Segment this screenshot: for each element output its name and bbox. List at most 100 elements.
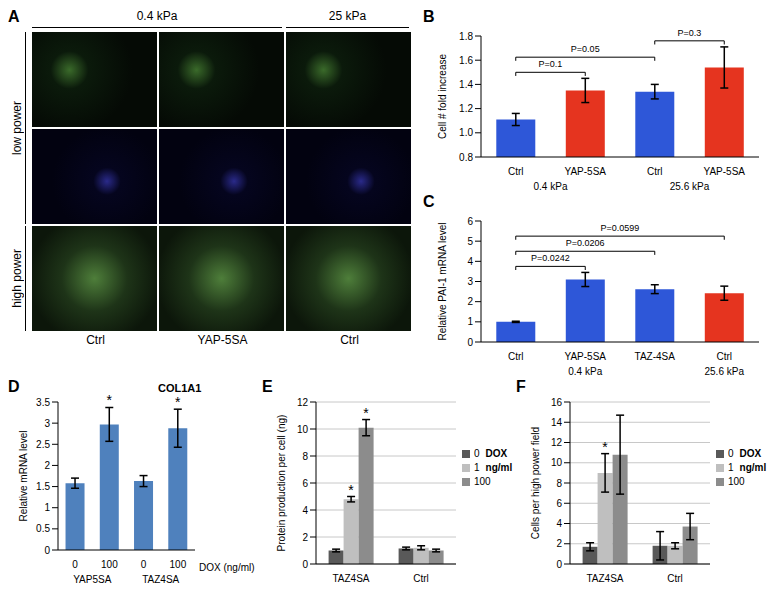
svg-text:12: 12 (297, 397, 309, 408)
html-text:C: C (423, 193, 435, 210)
svg-text:1.2: 1.2 (459, 103, 473, 114)
svg-text:P=0.0599: P=0.0599 (601, 223, 640, 233)
svg-text:P=0.0242: P=0.0242 (531, 253, 570, 263)
svg-text:Ctrl: Ctrl (647, 166, 663, 177)
html-text:B: B (423, 8, 435, 25)
html-text:ng/ml: ng/ml (739, 462, 767, 473)
svg-text:10: 10 (551, 457, 563, 468)
svg-text:*: * (602, 439, 608, 455)
svg-text:TAZ-4SA: TAZ-4SA (635, 351, 676, 362)
svg-text:5: 5 (467, 236, 473, 247)
svg-text:Relative mRNA level: Relative mRNA level (18, 430, 29, 521)
svg-text:6: 6 (302, 478, 308, 489)
html-text:Ctrl: Ctrl (340, 333, 359, 347)
svg-text:P=0.05: P=0.05 (571, 44, 600, 54)
html-text:100: 100 (728, 476, 745, 487)
svg-text:14: 14 (551, 417, 563, 428)
svg-text:6: 6 (556, 498, 562, 509)
svg-text:*: * (107, 392, 113, 408)
svg-text:0.8: 0.8 (459, 152, 473, 163)
svg-text:*: * (175, 394, 181, 410)
html-text:1: 1 (474, 462, 480, 473)
svg-text:YAP-5SA: YAP-5SA (565, 351, 607, 362)
html-text:1: 1 (728, 462, 734, 473)
svg-text:Relative PAI-1 mRNA level: Relative PAI-1 mRNA level (437, 222, 448, 340)
svg-text:1.6: 1.6 (459, 55, 473, 66)
html-text:25 kPa: 25 kPa (328, 9, 367, 23)
html-text:0.4 kPa: 0.4 kPa (136, 9, 178, 23)
svg-text:0: 0 (141, 559, 147, 570)
svg-text:1.5: 1.5 (36, 481, 50, 492)
html-text:E: E (262, 378, 273, 395)
svg-text:2: 2 (44, 460, 50, 471)
svg-text:0: 0 (44, 545, 50, 556)
svg-text:2: 2 (556, 538, 562, 549)
svg-text:100: 100 (170, 559, 187, 570)
svg-text:25.6 kPa: 25.6 kPa (670, 181, 710, 192)
svg-text:Ctrl: Ctrl (667, 573, 683, 584)
svg-text:*: * (348, 482, 354, 498)
svg-text:1.0: 1.0 (459, 127, 473, 138)
html-text:Ctrl: Ctrl (86, 333, 105, 347)
svg-text:0: 0 (72, 559, 78, 570)
html-text:high power: high power (9, 249, 24, 308)
svg-text:Cell # fold increase: Cell # fold increase (437, 54, 448, 139)
svg-text:25.6 kPa: 25.6 kPa (705, 366, 745, 377)
html-text:ng/ml: ng/ml (485, 462, 513, 473)
svg-text:1: 1 (44, 502, 50, 513)
svg-text:10: 10 (297, 424, 309, 435)
svg-text:0: 0 (556, 559, 562, 570)
svg-text:P=0.1: P=0.1 (539, 59, 563, 69)
svg-text:P=0.3: P=0.3 (678, 28, 702, 38)
svg-text:YAP-5SA: YAP-5SA (704, 166, 746, 177)
html-text:low power: low power (9, 101, 24, 155)
svg-text:Ctrl: Ctrl (716, 351, 732, 362)
svg-text:0: 0 (302, 559, 308, 570)
svg-text:3.5: 3.5 (36, 397, 50, 408)
svg-text:6: 6 (467, 216, 473, 227)
svg-text:2: 2 (467, 296, 473, 307)
html-text:F: F (516, 378, 526, 395)
html-text:YAP-5SA: YAP-5SA (197, 333, 248, 347)
svg-text:4: 4 (556, 518, 562, 529)
html-text:0: 0 (474, 448, 480, 459)
svg-text:4: 4 (467, 256, 473, 267)
svg-text:0.4 kPa: 0.4 kPa (534, 181, 568, 192)
svg-text:100: 100 (101, 559, 118, 570)
svg-text:Ctrl: Ctrl (413, 573, 429, 584)
svg-text:Ctrl: Ctrl (508, 351, 524, 362)
svg-text:8: 8 (556, 478, 562, 489)
svg-text:TAZ4SA: TAZ4SA (142, 574, 179, 585)
svg-text:0.5: 0.5 (36, 523, 50, 534)
svg-text:TAZ4SA: TAZ4SA (332, 573, 369, 584)
html-text:DOX: DOX (485, 448, 508, 459)
svg-text:1.8: 1.8 (459, 31, 473, 42)
svg-text:0.4 kPa: 0.4 kPa (568, 366, 602, 377)
svg-text:*: * (363, 405, 369, 421)
svg-text:Protein production per cell (n: Protein production per cell (ng) (276, 415, 287, 552)
svg-text:12: 12 (551, 437, 563, 448)
svg-text:YAP-5SA: YAP-5SA (565, 166, 607, 177)
svg-text:3: 3 (467, 276, 473, 287)
html-text:A: A (8, 8, 20, 25)
svg-text:4: 4 (302, 505, 308, 516)
svg-text:1: 1 (467, 316, 473, 327)
html-text:DOX: DOX (739, 448, 762, 459)
html-text:0: 0 (728, 448, 734, 459)
svg-text:2: 2 (302, 532, 308, 543)
html-text:D: D (8, 378, 20, 395)
svg-text:0: 0 (467, 337, 473, 348)
svg-text:3: 3 (44, 418, 50, 429)
svg-text:8: 8 (302, 451, 308, 462)
svg-text:1.4: 1.4 (459, 79, 473, 90)
svg-text:Cells per high power field: Cells per high power field (530, 427, 541, 539)
svg-text:Ctrl: Ctrl (508, 166, 524, 177)
svg-text:16: 16 (551, 397, 563, 408)
svg-text:2.5: 2.5 (36, 439, 50, 450)
svg-text:P=0.0206: P=0.0206 (566, 238, 605, 248)
svg-text:TAZ4SA: TAZ4SA (586, 573, 623, 584)
svg-text:YAP5SA: YAP5SA (73, 574, 111, 585)
html-text:100: 100 (474, 476, 491, 487)
html-text:COL1A1: COL1A1 (158, 382, 202, 394)
svg-text:DOX (ng/ml): DOX (ng/ml) (199, 562, 255, 573)
